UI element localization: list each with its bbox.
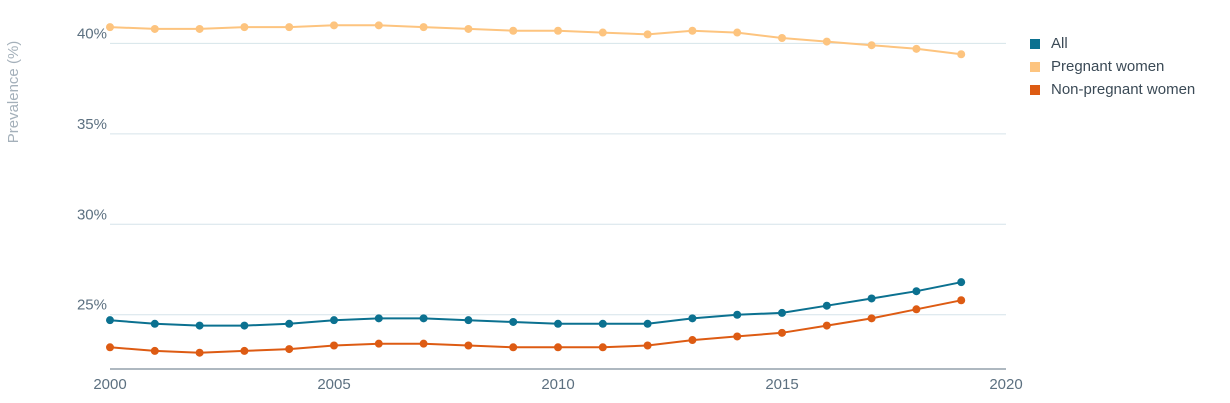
data-point[interactable] [733,28,742,37]
legend-label: Pregnant women [1051,58,1165,75]
data-point[interactable] [957,278,966,287]
data-point[interactable] [150,24,159,33]
data-point[interactable] [733,332,742,341]
data-point[interactable] [374,339,383,348]
data-point[interactable] [643,30,652,39]
data-point[interactable] [419,314,428,323]
data-point[interactable] [509,343,518,352]
series-line [109,24,962,56]
series-non-pregnant-women [106,296,966,357]
series-group [106,21,966,357]
data-point[interactable] [778,33,786,42]
data-point[interactable] [240,321,249,330]
data-point[interactable] [106,343,114,352]
y-tick-label: 35% [77,116,107,133]
data-point[interactable] [150,346,159,355]
legend-swatch [1030,38,1040,49]
data-point[interactable] [733,310,742,319]
data-point[interactable] [598,343,607,352]
data-point[interactable] [240,23,249,32]
x-tick-label: 2015 [765,376,798,393]
data-point[interactable] [867,41,876,50]
data-point[interactable] [195,24,204,33]
data-point[interactable] [106,316,114,325]
data-point[interactable] [867,314,876,323]
y-tick-label: 25% [77,297,107,314]
data-point[interactable] [330,316,338,325]
legend-label: All [1051,35,1068,52]
data-point[interactable] [957,296,966,305]
data-point[interactable] [285,319,294,328]
y-tick-labels: 25% 30% 35% 40% [77,25,107,313]
legend-label: Non-pregnant women [1051,81,1196,98]
y-tick-label: 40% [77,25,107,42]
x-tick-label: 2000 [93,376,126,393]
data-point[interactable] [464,341,473,350]
data-point[interactable] [150,319,159,328]
data-point[interactable] [330,341,338,350]
data-point[interactable] [822,37,831,46]
data-point[interactable] [778,308,786,317]
legend: All Pregnant women Non-pregnant women [1030,32,1195,101]
data-point[interactable] [554,26,562,35]
data-point[interactable] [374,314,383,323]
data-point[interactable] [688,336,697,345]
data-point[interactable] [509,26,518,35]
data-point[interactable] [195,348,204,357]
data-point[interactable] [330,21,338,30]
data-point[interactable] [912,305,921,314]
y-tick-label: 30% [77,206,107,223]
data-point[interactable] [957,50,966,59]
gridlines [110,42,1006,316]
x-tick-label: 2005 [317,376,350,393]
x-tick-label: 2020 [989,376,1022,393]
data-point[interactable] [643,319,652,328]
legend-item-all[interactable]: All [1030,32,1195,55]
data-point[interactable] [688,314,697,323]
series-all [106,278,966,330]
data-point[interactable] [688,26,697,35]
data-point[interactable] [822,321,831,330]
data-point[interactable] [285,345,294,354]
legend-swatch [1030,61,1040,72]
series-line [109,281,962,327]
data-point[interactable] [598,319,607,328]
series-pregnant-women [106,21,966,59]
data-point[interactable] [912,44,921,53]
data-point[interactable] [778,328,786,337]
legend-item-pregnant-women[interactable]: Pregnant women [1030,55,1195,78]
x-tick-labels: 2000 2005 2010 2015 2020 [93,376,1022,393]
data-point[interactable] [106,23,114,32]
data-point[interactable] [464,316,473,325]
data-point[interactable] [509,317,518,326]
data-point[interactable] [419,339,428,348]
data-point[interactable] [912,287,921,296]
data-point[interactable] [419,23,428,32]
data-point[interactable] [554,319,562,328]
y-axis-label: Prevalence (%) [5,41,22,144]
x-tick-label: 2010 [541,376,574,393]
data-point[interactable] [464,24,473,33]
data-point[interactable] [554,343,562,352]
data-point[interactable] [285,23,294,32]
data-point[interactable] [374,21,383,30]
data-point[interactable] [822,301,831,310]
series-line [109,299,962,354]
data-point[interactable] [643,341,652,350]
data-point[interactable] [867,294,876,303]
legend-swatch [1030,84,1040,95]
data-point[interactable] [195,321,204,330]
data-point[interactable] [598,28,607,37]
data-point[interactable] [240,346,249,355]
legend-item-non-pregnant-women[interactable]: Non-pregnant women [1030,78,1195,101]
